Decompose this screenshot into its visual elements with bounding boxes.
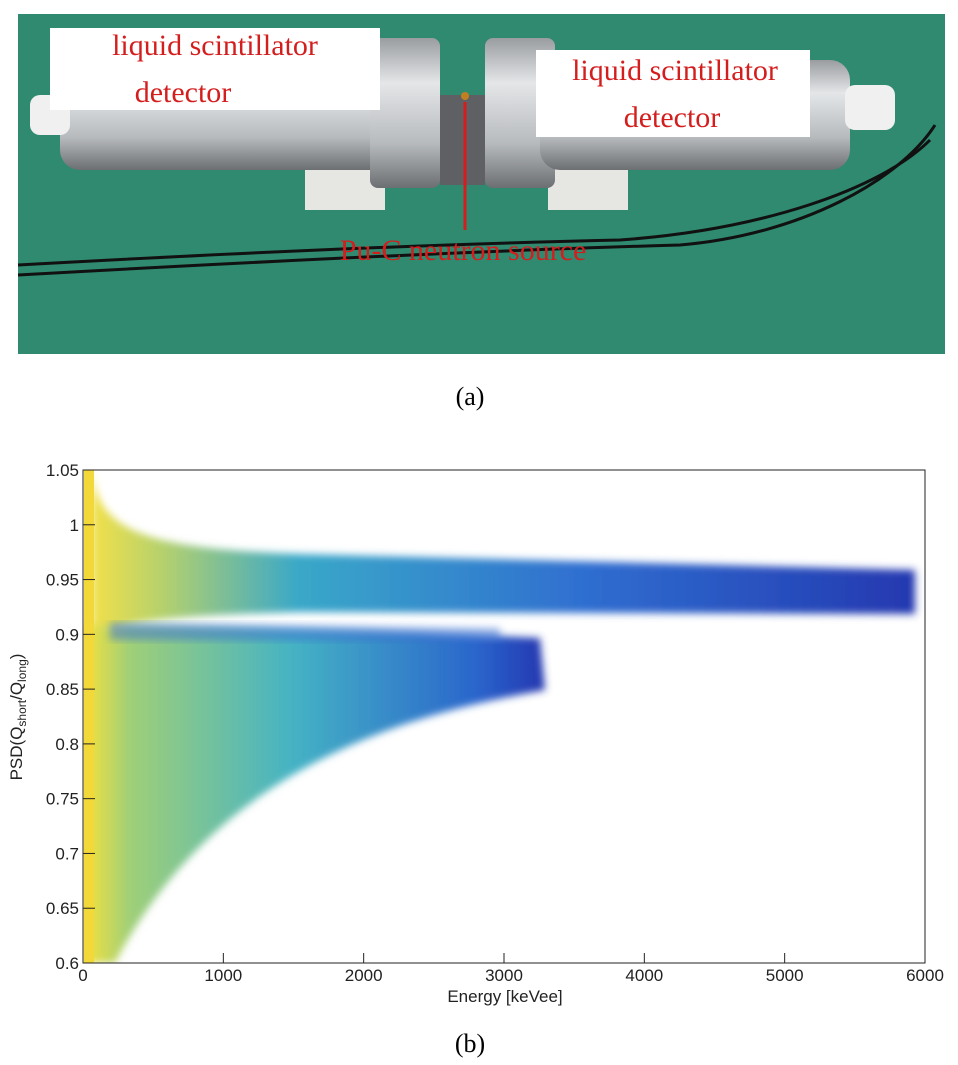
- x-tick-label: 0: [78, 966, 87, 985]
- caption: (b): [455, 1029, 485, 1058]
- x-tick-label: 2000: [345, 966, 383, 985]
- y-tick-label: 1.05: [46, 461, 79, 480]
- x-tick-label: 5000: [766, 966, 804, 985]
- y-tick-label: 0.65: [46, 899, 79, 918]
- label: liquid scintillator: [572, 54, 778, 87]
- x-tick-label: 1000: [204, 966, 242, 985]
- label: Pu-C neutron source: [340, 234, 587, 267]
- x-axis-label: Energy [keVee]: [447, 987, 562, 1006]
- caption: (a): [456, 382, 485, 411]
- y-axis-label: PSD(Qshort/Qlong): [7, 654, 29, 781]
- y-tick-label: 0.6: [55, 954, 79, 973]
- y-tick-label: 0.7: [55, 844, 79, 863]
- label: detector: [624, 101, 721, 134]
- y-tick-label: 0.8: [55, 735, 79, 754]
- x-tick-label: 4000: [625, 966, 663, 985]
- photo: [17, 14, 945, 354]
- x-tick-label: 3000: [485, 966, 523, 985]
- y-tick-label: 0.95: [46, 571, 79, 590]
- x-tick-label: 6000: [906, 966, 944, 985]
- y-tick-label: 0.85: [46, 680, 79, 699]
- label: liquid scintillator: [112, 29, 318, 62]
- y-tick-label: 1: [70, 516, 79, 535]
- label: detector: [135, 76, 232, 109]
- y-tick-label: 0.9: [55, 625, 79, 644]
- density: [84, 470, 915, 963]
- y-tick-label: 0.75: [46, 790, 79, 809]
